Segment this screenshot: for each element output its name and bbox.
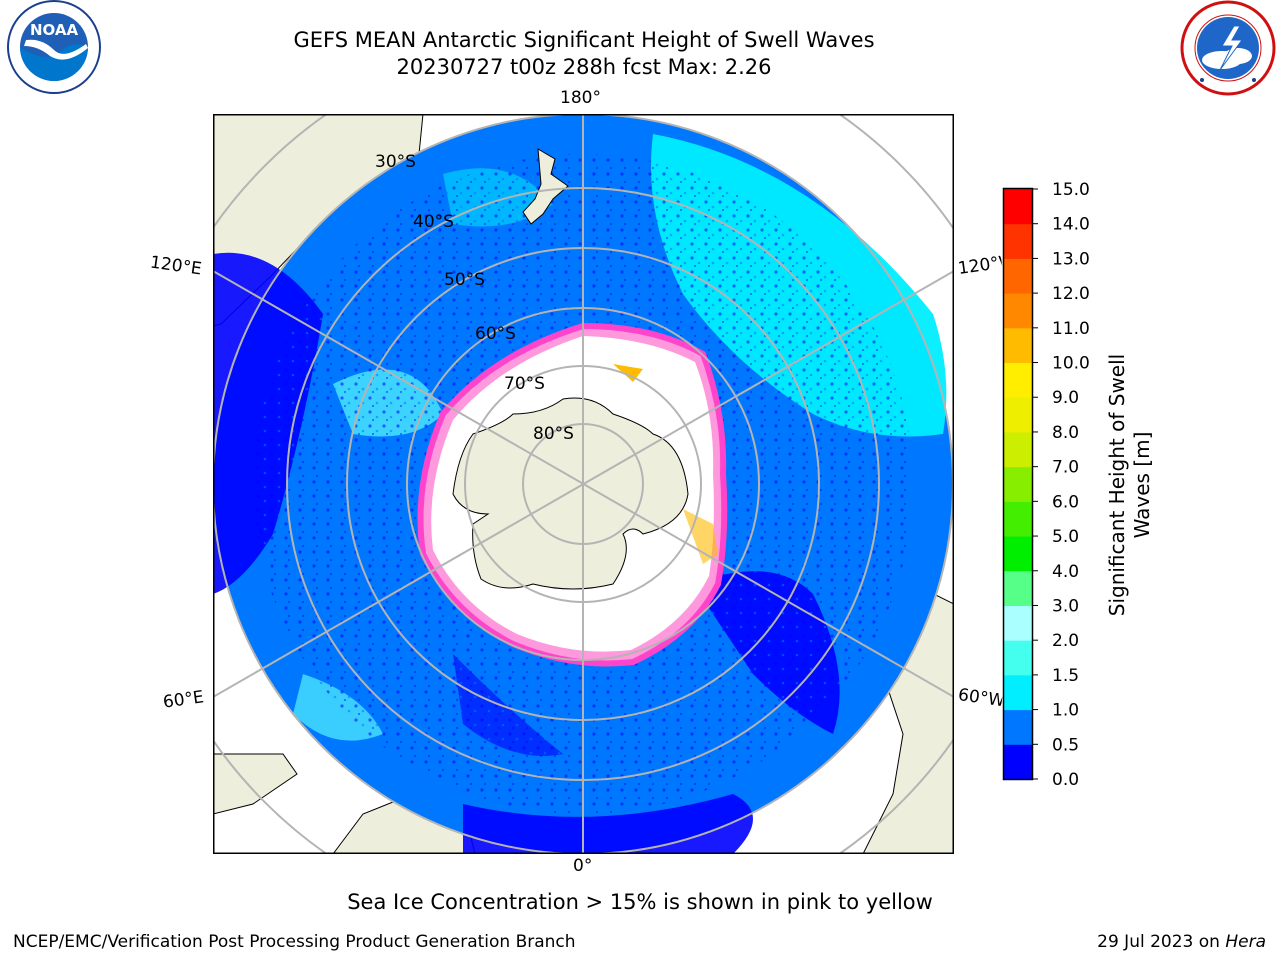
- noaa-logo: NOAA: [7, 0, 101, 94]
- colorbar-cell: [1004, 536, 1032, 572]
- map-frame: [213, 114, 954, 854]
- colorbar-cell: [1004, 709, 1032, 745]
- colorbar-cell: [1004, 327, 1032, 364]
- colorbar-cell: [1004, 189, 1032, 225]
- colorbar-cell: [1004, 674, 1032, 711]
- colorbar-label-line2: Waves [m]: [1130, 431, 1154, 539]
- lon-label-120e: 120°E: [148, 252, 203, 280]
- colorbar-tick-label: 0.0: [1052, 770, 1079, 790]
- lat-label-40s: 40°S: [413, 212, 454, 232]
- colorbar-cell: [1004, 640, 1032, 676]
- colorbar-tick-label: 9.0: [1052, 388, 1079, 408]
- colorbar-cells: [1004, 189, 1032, 780]
- chart-subtitle: 20230727 t00z 288h fcst Max: 2.26: [396, 55, 772, 79]
- footer-date: 29 Jul 2023 on Hera: [1097, 932, 1266, 952]
- nws-logo: [1180, 0, 1276, 96]
- colorbar-frame: [1002, 187, 1034, 781]
- noaa-logo-text: NOAA: [30, 21, 79, 39]
- lon-label-180: 180°: [560, 88, 601, 108]
- colorbar-tick-label: 6.0: [1052, 492, 1079, 512]
- colorbar-cell: [1004, 397, 1032, 433]
- colorbar-cell: [1004, 362, 1032, 398]
- colorbar-tick-label: 7.0: [1052, 458, 1079, 478]
- colorbar-tick-label: 1.0: [1052, 701, 1079, 721]
- colorbar-tick-label: 13.0: [1052, 249, 1090, 269]
- colorbar-tick-label: 12.0: [1052, 284, 1090, 304]
- footer-org: NCEP/EMC/Verification Post Processing Pr…: [13, 932, 576, 952]
- lat-label-70s: 70°S: [504, 374, 545, 394]
- colorbar-cell: [1004, 293, 1032, 329]
- colorbar-tick-label: 3.0: [1052, 596, 1079, 616]
- colorbar-cell: [1004, 258, 1032, 294]
- colorbar: 0.0 0.5 1.0 1.5 2.0 3.0 4.0 5.0 6.0 7.0 8.0 9.0 10.0…: [1002, 180, 1090, 790]
- polar-map: [213, 114, 954, 854]
- colorbar-cell: [1004, 431, 1032, 468]
- sea-ice-note: Sea Ice Concentration > 15% is shown in …: [347, 890, 933, 914]
- lat-label-60s: 60°S: [475, 324, 516, 344]
- colorbar-cell: [1004, 744, 1032, 780]
- lat-label-30s: 30°S: [375, 152, 416, 172]
- colorbar-tick-label: 2.0: [1052, 631, 1079, 651]
- colorbar-label: Significant Height of Swell Waves [m]: [1105, 325, 1155, 645]
- colorbar-tick-label: 11.0: [1052, 319, 1090, 339]
- colorbar-tick-label: 14.0: [1052, 215, 1090, 235]
- colorbar-tick-label: 4.0: [1052, 562, 1079, 582]
- colorbar-tick-label: 0.5: [1052, 735, 1079, 755]
- colorbar-cell: [1004, 501, 1032, 537]
- colorbar-cell: [1004, 466, 1032, 502]
- map-canvas: [213, 114, 954, 854]
- lon-label-0: 0°: [573, 856, 593, 876]
- colorbar-cell: [1004, 223, 1032, 259]
- colorbar-cell: [1004, 605, 1032, 641]
- colorbar-ticks: 0.0 0.5 1.0 1.5 2.0 3.0 4.0 5.0 6.0 7.0 8.0 9.0 10.0…: [1032, 180, 1090, 790]
- colorbar-cell: [1004, 570, 1032, 606]
- chart-title: GEFS MEAN Antarctic Significant Height o…: [293, 28, 875, 52]
- lon-label-60e: 60°E: [161, 687, 206, 713]
- colorbar-tick-label: 15.0: [1052, 180, 1090, 200]
- lat-label-50s: 50°S: [444, 270, 485, 290]
- footer-host: Hera: [1225, 932, 1266, 952]
- new-zealand-land: [522, 148, 569, 225]
- colorbar-tick-label: 1.5: [1052, 666, 1079, 686]
- colorbar-tick-label: 8.0: [1052, 423, 1079, 443]
- colorbar-tick-label: 10.0: [1052, 354, 1090, 374]
- footer-date-text: 29 Jul 2023 on: [1097, 932, 1220, 952]
- lat-label-80s: 80°S: [533, 424, 574, 444]
- colorbar-label-line1: Significant Height of Swell: [1105, 353, 1129, 617]
- colorbar-tick-label: 5.0: [1052, 527, 1079, 547]
